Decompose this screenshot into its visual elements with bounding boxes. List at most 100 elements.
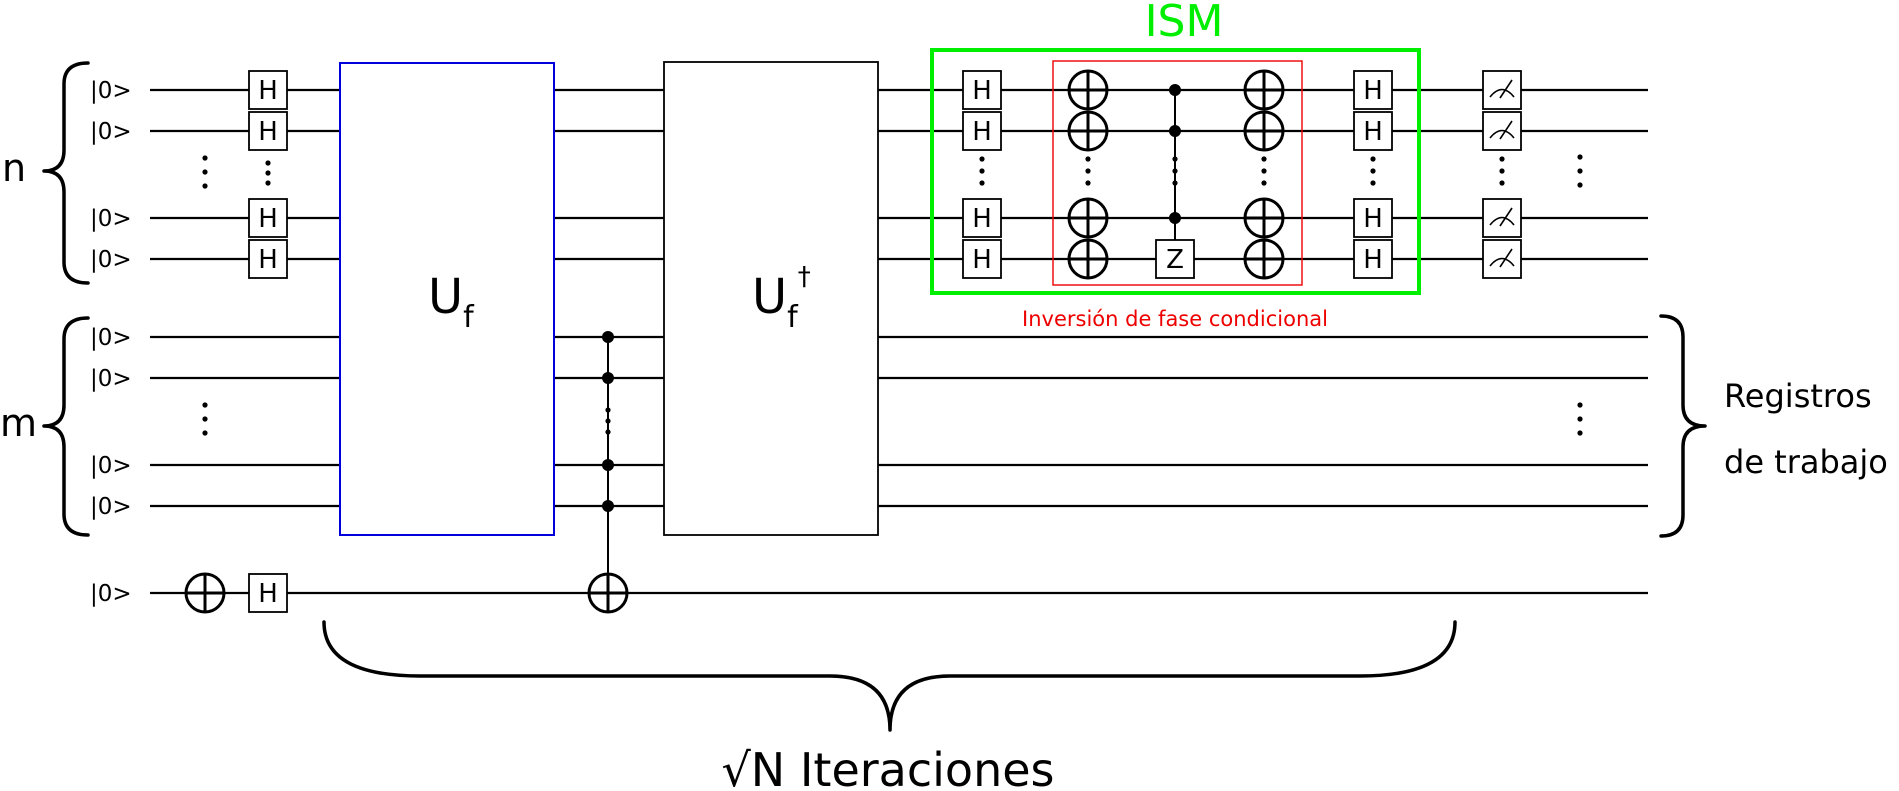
meter-needle <box>1499 248 1513 268</box>
ellipsis-dot <box>1577 430 1583 436</box>
phase-inversion-box <box>1052 60 1303 286</box>
meter-needle <box>1499 79 1513 99</box>
hadamard-label: H <box>1363 245 1383 275</box>
hadamard-label: H <box>972 117 992 147</box>
ellipsis-dot <box>979 180 985 186</box>
ellipsis-dot <box>1261 156 1267 162</box>
control-dot <box>602 500 614 512</box>
n-register-brace <box>42 61 90 285</box>
ellipsis-dot <box>1261 180 1267 186</box>
ellipsis-dot <box>1499 156 1505 162</box>
hadamard-label: H <box>258 579 278 609</box>
initial-state-labels: |0> |0> |0> |0> |0> |0> |0> |0> |0> <box>90 78 132 607</box>
ellipsis-dot <box>202 402 208 408</box>
initial-state-ket: |0> <box>90 206 132 232</box>
z-gate <box>1155 239 1195 279</box>
oracle-uf-label: Uf <box>428 269 475 335</box>
hadamard-gate <box>248 239 288 279</box>
ellipsis-dot <box>1499 180 1505 186</box>
hadamard-label: H <box>258 204 278 234</box>
ellipsis-dot <box>1577 402 1583 408</box>
meter-needle <box>1499 207 1513 227</box>
hadamard-gate <box>962 111 1002 151</box>
oracle-uf-subscript: f <box>463 300 475 335</box>
ellipsis-dot <box>202 416 208 422</box>
iterations-label: √N Iteraciones <box>722 743 1055 791</box>
ellipsis-dot <box>265 180 271 186</box>
meter-arc <box>1489 88 1515 98</box>
hadamard-gate <box>1353 111 1393 151</box>
n-register-label: n <box>2 146 26 190</box>
oracle-dagger-symbol: † <box>798 262 811 292</box>
initial-state-ket: |0> <box>90 78 132 104</box>
ellipsis-dot <box>1577 168 1583 174</box>
hadamard-label: H <box>258 245 278 275</box>
ellipsis-dot <box>265 170 271 176</box>
ellipsis-dot <box>1370 168 1376 174</box>
hadamard-gate <box>248 70 288 110</box>
ellipsis-dot <box>202 169 208 175</box>
ellipsis-dot <box>1577 154 1583 160</box>
work-registers-label-line1: Registros <box>1724 377 1872 415</box>
m-register-brace <box>42 316 90 537</box>
hadamard-gate <box>248 111 288 151</box>
initial-state-ket: |0> <box>90 366 132 392</box>
hadamard-gate <box>248 573 288 613</box>
work-registers-label-line2: de trabajo <box>1724 443 1888 481</box>
ellipsis-dot <box>1085 180 1091 186</box>
meter-arc <box>1489 129 1515 139</box>
oracle-uf-box <box>339 62 555 536</box>
iterations-brace <box>322 620 1457 732</box>
ellipsis-dot <box>202 183 208 189</box>
hadamard-label: H <box>1363 76 1383 106</box>
initial-state-ket: |0> <box>90 247 132 273</box>
phase-inversion-label: Inversión de fase condicional <box>1022 307 1328 331</box>
ellipsis-dot <box>1261 168 1267 174</box>
ellipsis-dot <box>1370 156 1376 162</box>
hadamard-label: H <box>258 76 278 106</box>
oracle-uf-dagger-label: Uf† <box>752 262 811 335</box>
initial-state-ket: |0> <box>90 581 132 607</box>
meter-needle <box>1499 120 1513 140</box>
meter-arc <box>1489 216 1515 226</box>
z-gate-label: Z <box>1166 245 1184 275</box>
ellipsis-dot <box>1370 180 1376 186</box>
hadamard-gate <box>962 198 1002 238</box>
hadamard-label: H <box>972 204 992 234</box>
control-dot <box>1169 84 1181 96</box>
initial-state-ket: |0> <box>90 119 132 145</box>
m-register-label: m <box>0 401 37 445</box>
hadamard-gate <box>962 70 1002 110</box>
ism-title: ISM <box>1145 0 1224 47</box>
hadamard-gate <box>1353 198 1393 238</box>
ellipsis-dot <box>1085 168 1091 174</box>
control-dot <box>602 331 614 343</box>
hadamard-label: H <box>258 117 278 147</box>
ellipsis-dot <box>979 156 985 162</box>
control-dot <box>1169 125 1181 137</box>
ellipsis-dot <box>202 430 208 436</box>
oracle-uf-dagger-box <box>663 61 879 536</box>
initial-state-ket: |0> <box>90 494 132 520</box>
hadamard-label: H <box>972 76 992 106</box>
ellipsis-dot <box>265 160 271 166</box>
control-dot <box>602 459 614 471</box>
ellipsis-dot <box>979 168 985 174</box>
ellipsis-dot <box>1577 416 1583 422</box>
ellipsis-dots <box>202 154 1583 436</box>
ellipsis-dot <box>1577 182 1583 188</box>
initial-state-ket: |0> <box>90 325 132 351</box>
control-dot <box>1169 212 1181 224</box>
hadamard-label: H <box>1363 204 1383 234</box>
hadamard-gate <box>1353 70 1393 110</box>
hadamard-gate <box>248 198 288 238</box>
control-dot <box>602 372 614 384</box>
oracle-uf-dagger-subscript: f <box>787 300 799 335</box>
ellipsis-dot <box>202 155 208 161</box>
hadamard-label: H <box>972 245 992 275</box>
ellipsis-dot <box>1499 168 1505 174</box>
initial-state-ket: |0> <box>90 453 132 479</box>
hadamard-label: H <box>1363 117 1383 147</box>
